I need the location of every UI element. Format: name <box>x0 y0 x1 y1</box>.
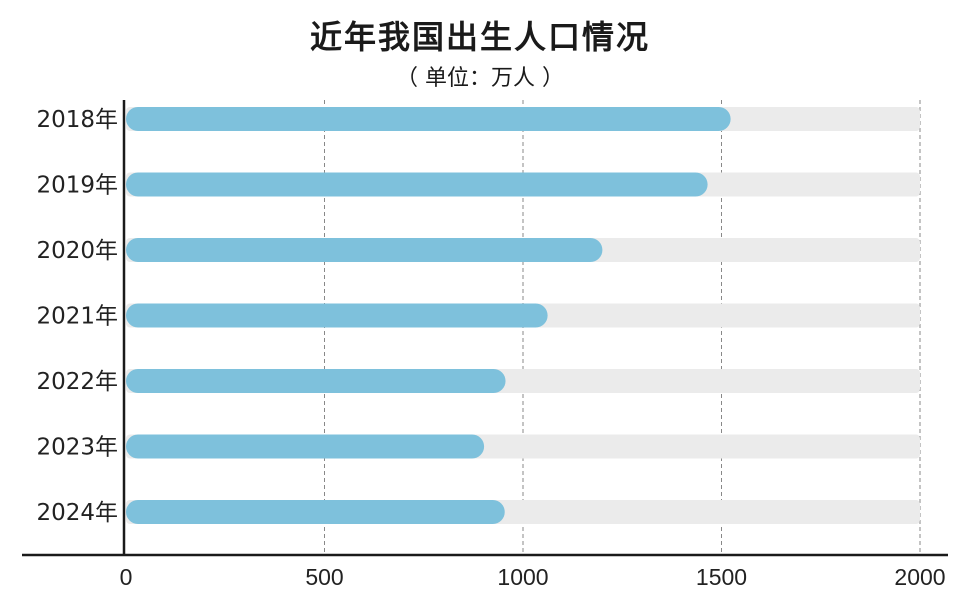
category-label: 2021年 <box>36 304 118 330</box>
category-label: 2024年 <box>36 500 118 526</box>
bar <box>126 500 505 524</box>
bars <box>126 107 731 524</box>
x-tick-label: 500 <box>305 564 343 590</box>
x-tick-label: 0 <box>120 564 133 590</box>
bar <box>126 303 548 328</box>
x-tick-label: 1500 <box>696 564 747 590</box>
bar <box>126 107 731 131</box>
category-label: 2020年 <box>36 238 118 264</box>
bar <box>126 434 485 459</box>
bar <box>126 369 506 393</box>
category-label: 2018年 <box>36 107 118 133</box>
axis-labels: 2018年 2019年 2020年 2021年 2022年 2023年 2024年 0 500 1… <box>36 107 945 590</box>
category-label: 2023年 <box>36 435 118 461</box>
category-label: 2022年 <box>36 369 118 395</box>
chart-subtitle: （ 单位：万人 ） <box>396 66 564 91</box>
axes <box>22 100 948 557</box>
chart-title: 近年我国出生人口情况 <box>309 18 650 56</box>
category-label: 2019年 <box>36 173 118 199</box>
bar <box>126 172 708 197</box>
bar <box>126 238 603 262</box>
x-tick-label: 1000 <box>497 564 548 590</box>
x-tick-label: 2000 <box>894 564 945 590</box>
